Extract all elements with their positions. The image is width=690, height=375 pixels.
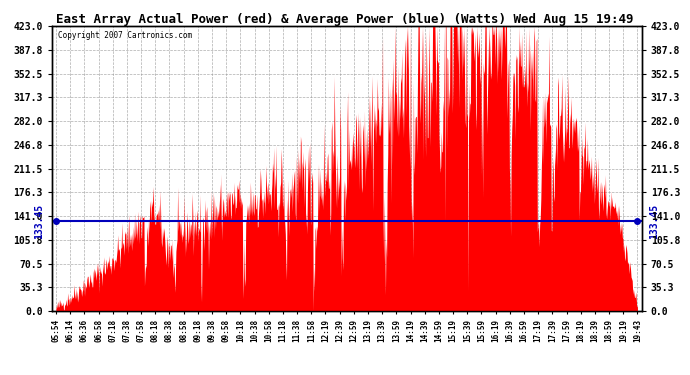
Text: Copyright 2007 Cartronics.com: Copyright 2007 Cartronics.com [58, 30, 192, 39]
Text: 133.45: 133.45 [649, 204, 660, 239]
Text: East Array Actual Power (red) & Average Power (blue) (Watts) Wed Aug 15 19:49: East Array Actual Power (red) & Average … [57, 13, 633, 26]
Text: 133.45: 133.45 [34, 204, 44, 239]
